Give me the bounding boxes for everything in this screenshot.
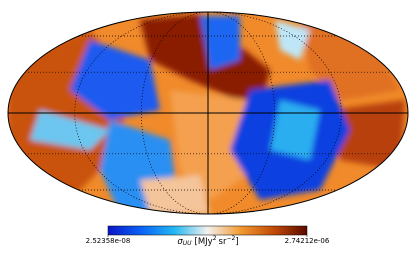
unit: [MJy (195, 237, 213, 247)
colorbar (107, 225, 308, 236)
symbol: σ (177, 237, 183, 247)
power: −2 (226, 235, 235, 242)
unit: sr (219, 237, 227, 247)
colorbar-tick-label: 2.52358e-08 (86, 237, 131, 245)
subscript: UU (183, 240, 192, 247)
colorbar-tick-label: 2.74212e-06 (285, 237, 330, 245)
main-axes (8, 12, 408, 214)
unit: ] (235, 237, 238, 247)
power: 2 (213, 235, 217, 242)
colorbar-label: σUU [MJy2 sr−2] (177, 235, 238, 247)
